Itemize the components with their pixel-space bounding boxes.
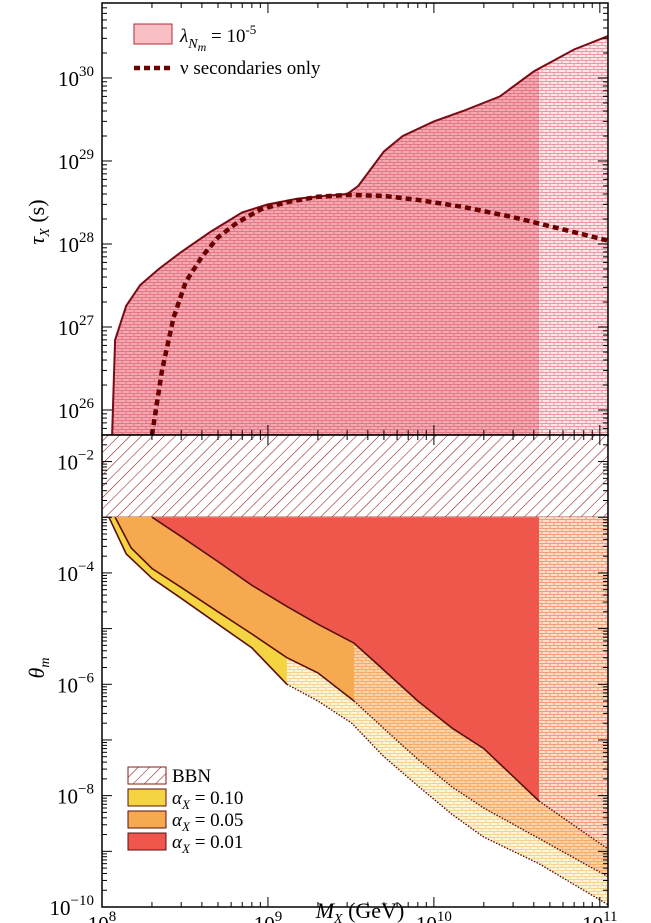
y-tick-label: 10−10 xyxy=(50,893,94,920)
bottom-legend: BBN αX = 0.10 αX = 0.05 αX = 0.01 xyxy=(127,766,243,856)
legend-alpha-010-label: αX = 0.10 xyxy=(172,788,243,812)
y-tick-label: 1029 xyxy=(58,147,94,174)
legend-nu-label: ν secondaries only xyxy=(180,58,321,79)
y-tick-label: 1030 xyxy=(58,64,94,91)
legend-swatch-lambda xyxy=(133,23,173,45)
legend-swatch-alpha-005 xyxy=(127,810,167,829)
bottom-y-ticks: 10−10 10−8 10−6 10−4 10−2 xyxy=(50,434,608,920)
legend-lambda-label: λNm = 10-5 xyxy=(179,22,256,54)
top-region-boundary xyxy=(111,35,608,435)
top-y-ticks: 1026 1027 1028 1029 1030 xyxy=(58,2,608,436)
legend-swatch-bbn xyxy=(127,766,167,785)
alpha-005-boundary-dotted xyxy=(353,700,608,878)
y-tick-label: 10−2 xyxy=(57,448,94,475)
y-tick-label: 10−8 xyxy=(57,782,94,809)
top-panel: 1026 1027 1028 1029 1030 λNm = 10-5 ν second… xyxy=(24,2,609,436)
x-axis-label: MX (GeV) xyxy=(315,898,405,923)
bbn-band xyxy=(102,435,608,518)
legend-swatch-alpha-001 xyxy=(127,832,167,851)
alpha-001-boundary-dotted xyxy=(538,800,608,850)
alpha-001-boundary xyxy=(151,516,540,802)
y-tick-label: 1027 xyxy=(58,313,95,340)
x-tick-label: 109 xyxy=(254,909,283,923)
y-tick-label: 10−6 xyxy=(57,670,94,697)
legend-alpha-005-label: αX = 0.05 xyxy=(172,810,243,834)
legend-bbn-label: BBN xyxy=(172,766,211,787)
bottom-y-axis-label: θm xyxy=(24,658,53,679)
y-tick-label: 1028 xyxy=(58,230,94,257)
alpha-005-boundary xyxy=(114,516,355,702)
legend-swatch-alpha-010 xyxy=(127,788,167,807)
alpha-010-boundary xyxy=(108,516,288,685)
top-legend: λNm = 10-5 ν secondaries only xyxy=(133,22,321,79)
y-tick-label: 1026 xyxy=(58,396,95,423)
top-y-axis-label: τX (s) xyxy=(24,199,53,244)
y-tick-label: 10−4 xyxy=(57,559,94,586)
alpha-010-boundary-dotted xyxy=(286,683,608,906)
x-tick-label: 108 xyxy=(88,909,117,923)
alpha-regions xyxy=(108,516,608,906)
legend-alpha-001-label: αX = 0.01 xyxy=(172,832,243,856)
top-x-ticks xyxy=(101,3,601,435)
bottom-panel-frame xyxy=(101,434,609,908)
top-region-solid xyxy=(112,68,540,435)
nu-secondaries-line xyxy=(149,192,608,435)
alpha-001-region-solid xyxy=(151,517,540,801)
